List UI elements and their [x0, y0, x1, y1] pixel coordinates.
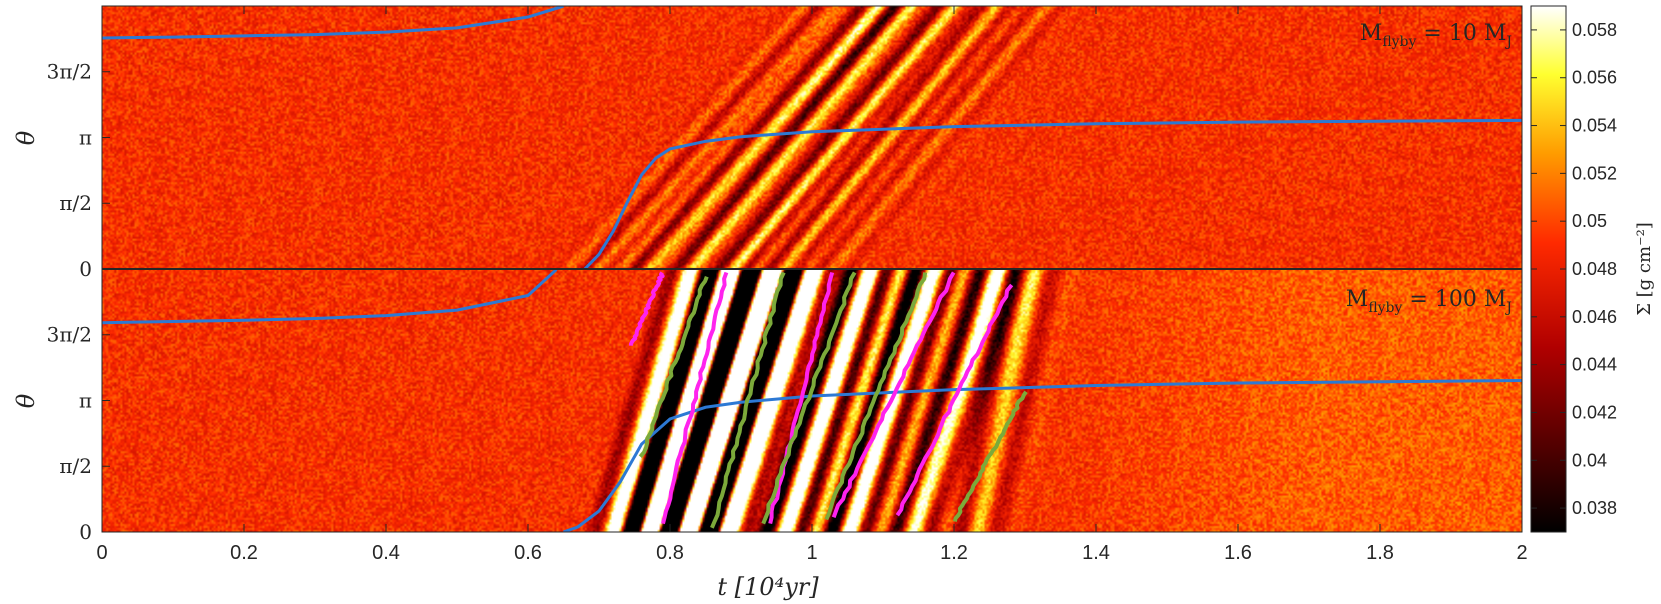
x-tick-label: 0.6 [514, 542, 542, 564]
x-tick-label: 1 [806, 542, 817, 564]
overlay-bottom [102, 269, 1522, 532]
colorbar-tick-label: 0.054 [1572, 116, 1617, 136]
y-tick-label-bottom: 0 [79, 520, 92, 544]
colorbar-tick-label: 0.056 [1572, 68, 1617, 88]
y-tick-label-top: π [79, 125, 92, 149]
perturber-curve-bottom-0 [102, 269, 558, 325]
green-track-2 [761, 271, 857, 525]
colorbar-tick-label: 0.048 [1572, 259, 1617, 279]
colorbar-label: Σ [g cm⁻²] [1634, 222, 1655, 316]
panel-label-bottom: Mflyby = 100 MJ [1346, 287, 1512, 316]
colorbar-tick-label: 0.044 [1572, 355, 1617, 375]
x-axis-ticks: 0 0.2 0.4 0.6 0.8 1 1.2 1.4 1.6 1.8 2 [96, 6, 1528, 564]
magenta-track-0 [628, 271, 665, 346]
x-tick-label: 1.2 [940, 542, 968, 564]
green-track-3 [824, 272, 928, 521]
x-tick-label: 0.2 [230, 542, 258, 564]
green-track-4 [953, 390, 1028, 522]
y-tick-label-bottom: π [79, 388, 92, 412]
y-axis-label-top: θ [12, 130, 40, 145]
x-axis-label: t [10⁴yr] [717, 573, 819, 601]
y-tick-label-bottom: π/2 [59, 454, 92, 478]
x-tick-label: 1.8 [1366, 542, 1394, 564]
colorbar-tick-label: 0.046 [1572, 307, 1617, 327]
perturber-curve-top-0 [102, 6, 564, 40]
magenta-track-4 [895, 283, 1014, 517]
y-tick-label-bottom: 3π/2 [47, 323, 92, 347]
colorbar-tick-label: 0.052 [1572, 163, 1617, 183]
y-tick-label-top: 3π/2 [47, 60, 92, 84]
perturber-curve-bottom-1 [562, 378, 1522, 532]
colorbar-tick-label: 0.05 [1572, 211, 1607, 231]
overlay-top [102, 6, 1522, 269]
magenta-track-2 [768, 271, 835, 525]
colorbar-tick-label: 0.058 [1572, 20, 1617, 40]
y-axis-label-bottom: θ [12, 393, 40, 408]
heatmap-panel-top [102, 6, 1522, 269]
colorbar-ticks: 0.038 0.04 0.042 0.044 0.046 0.048 0.05 0.052 0.… [1531, 20, 1617, 518]
x-tick-label: 0.4 [372, 542, 400, 564]
x-tick-label: 0 [96, 542, 107, 564]
x-tick-label: 0.8 [656, 542, 684, 564]
heatmap-panel-bottom [102, 269, 1522, 532]
x-tick-label: 1.6 [1224, 542, 1252, 564]
magenta-track-1 [661, 271, 729, 525]
x-tick-label: 2 [1516, 542, 1527, 564]
x-tick-label: 1.4 [1082, 542, 1110, 564]
y-tick-label-top: 0 [79, 257, 92, 281]
green-track-1 [710, 271, 786, 529]
perturber-curve-top-1 [583, 118, 1522, 269]
y-axis-ticks: 0 π/2 π 3π/2 0 π/2 π 3π/2 [47, 60, 110, 544]
y-tick-label-top: π/2 [59, 191, 92, 215]
colorbar-tick-label: 0.042 [1572, 402, 1617, 422]
panel-label-top: Mflyby = 10 MJ [1360, 21, 1512, 50]
colorbar-tick-label: 0.038 [1572, 498, 1617, 518]
colorbar-tick-label: 0.04 [1572, 450, 1607, 470]
magenta-track-3 [831, 271, 956, 518]
green-track-0 [638, 275, 709, 458]
